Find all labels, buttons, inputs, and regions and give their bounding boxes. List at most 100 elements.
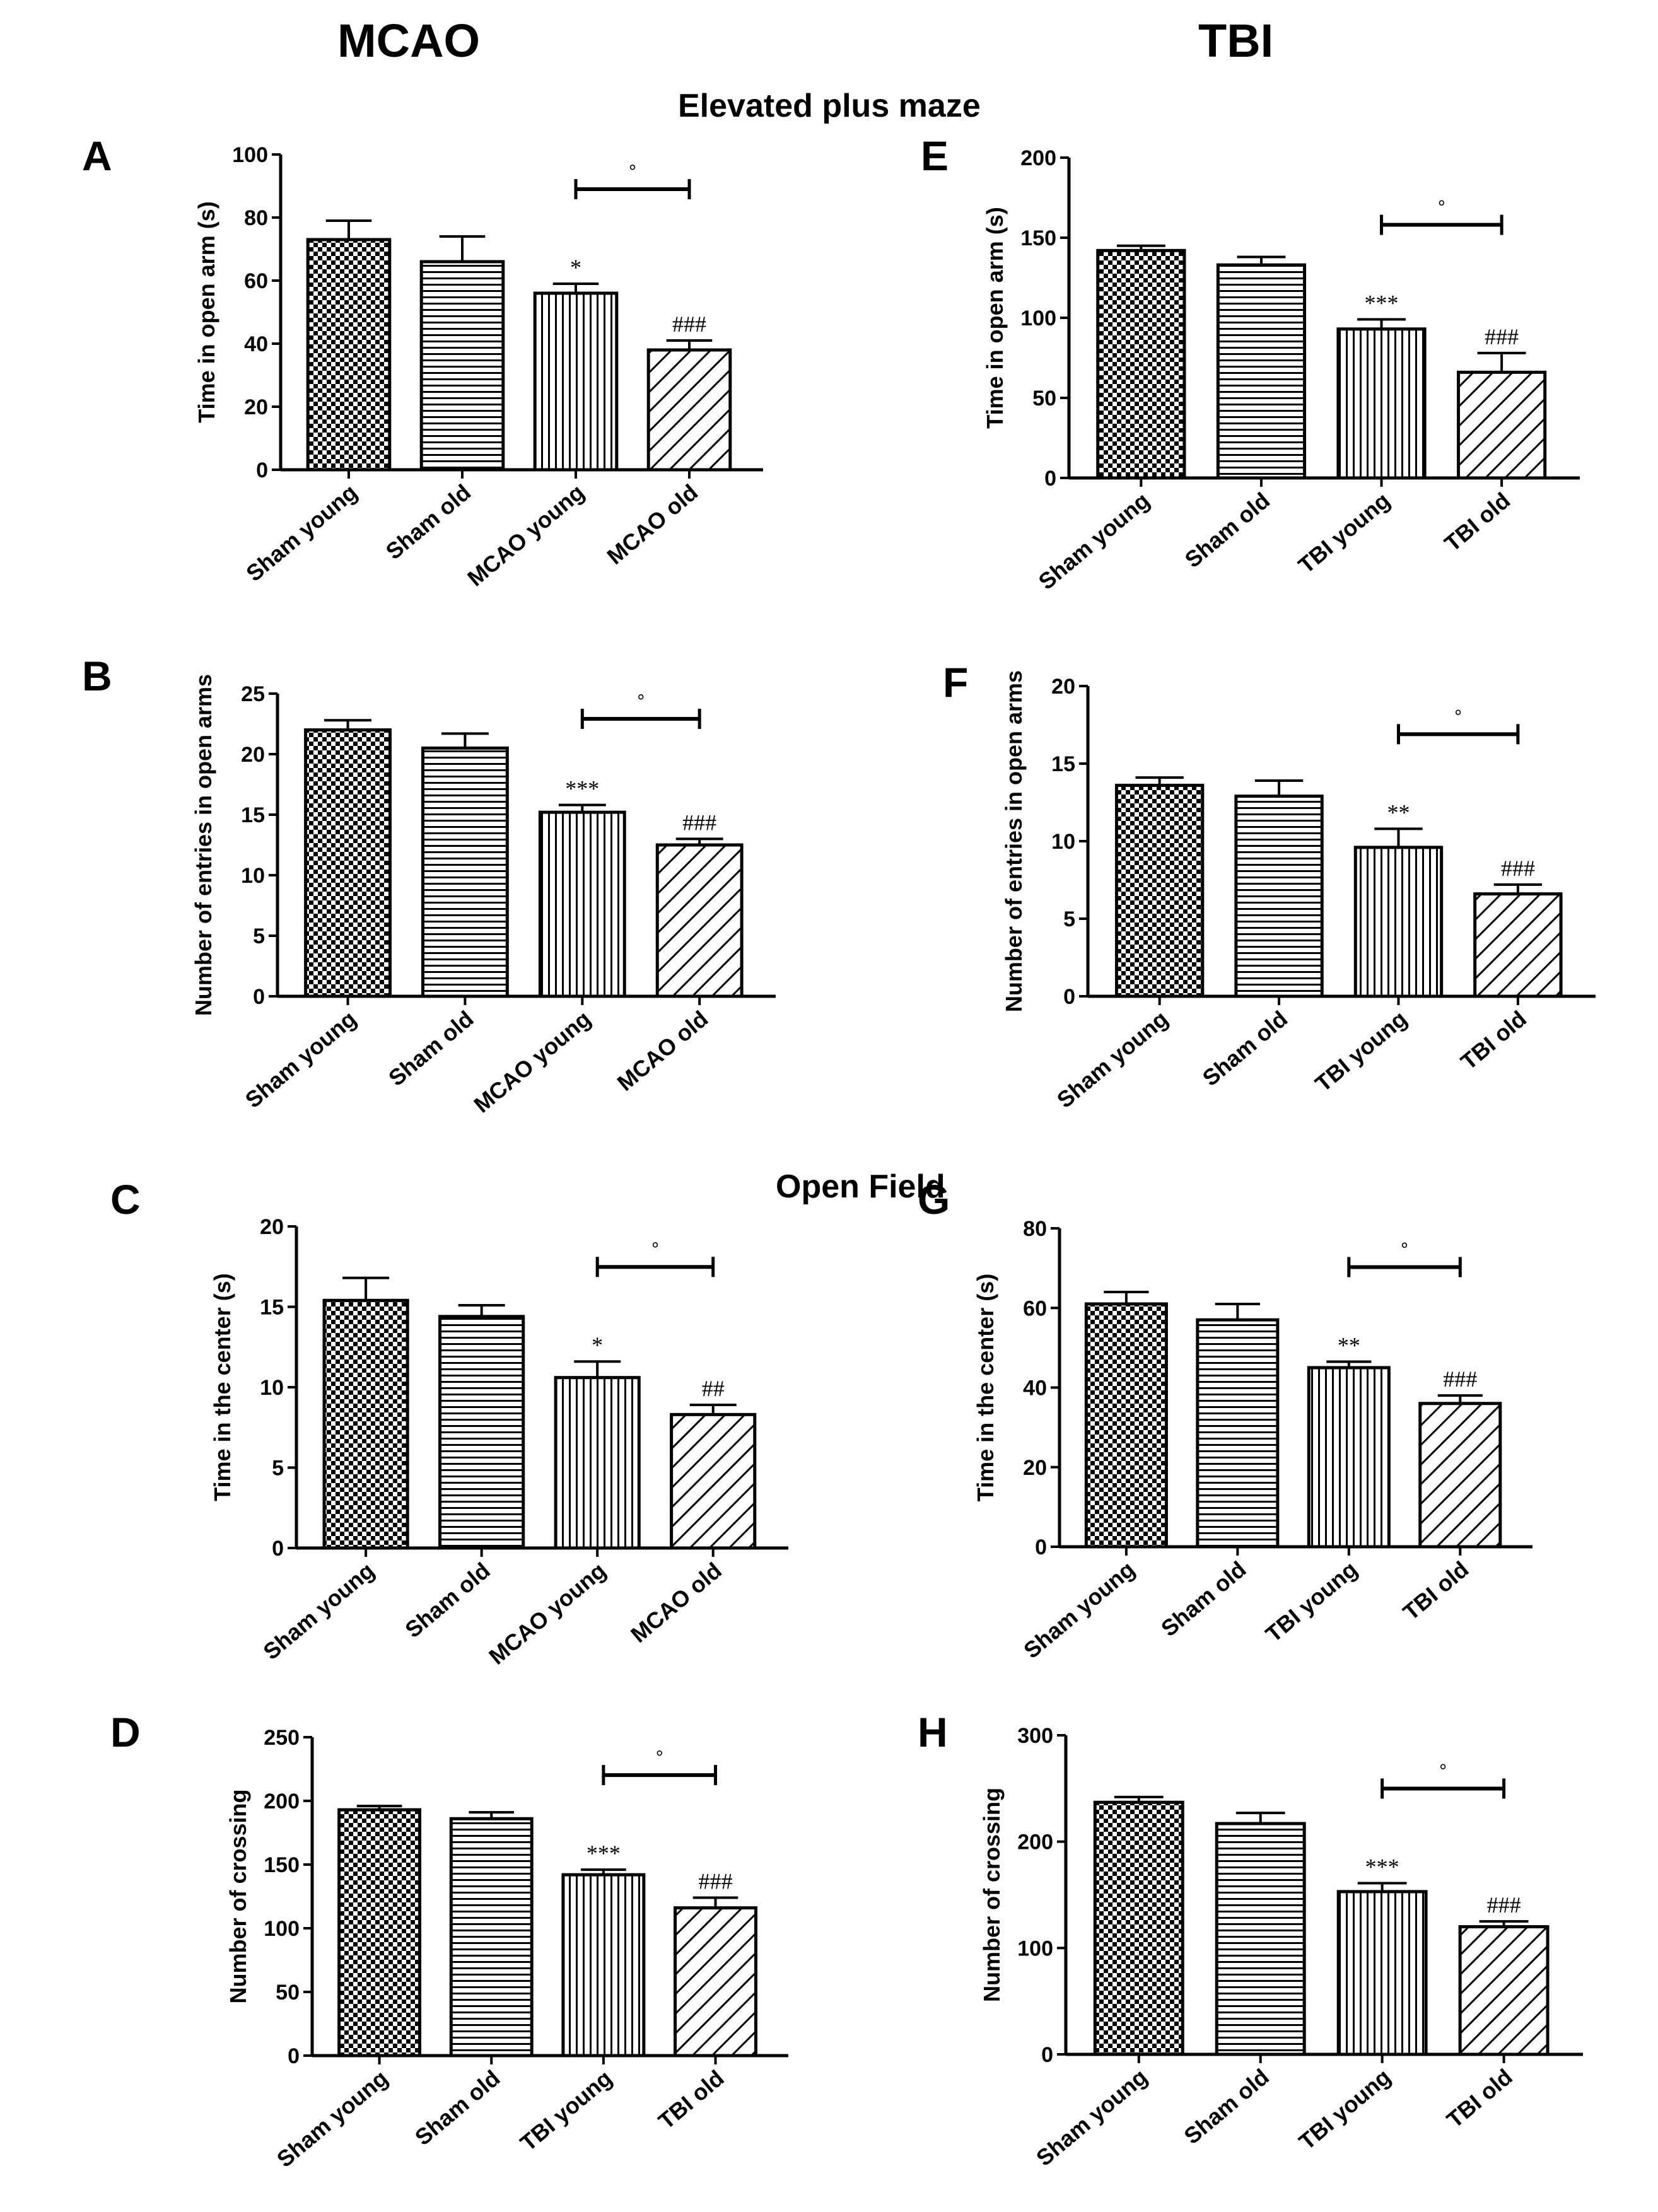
x-tick-label: TBI old <box>1398 1556 1474 1626</box>
bar-sham-old <box>421 746 509 998</box>
x-tick-label: Sham young <box>240 1006 361 1113</box>
panel-a: A 0 20 40 60 80 100 Time in open arm (s) Sham yo… <box>82 132 763 591</box>
y-tick-label: 20 <box>1023 1456 1047 1480</box>
x-tick-label: MCAO old <box>602 479 703 569</box>
x-tick-label: Sham young <box>1031 2064 1152 2171</box>
bracket-label: ° <box>1401 1239 1408 1260</box>
y-tick-label: 0 <box>253 985 265 1009</box>
panel-d: D 0 50 100 150 200 250 Number of crossing Sham y… <box>110 1709 788 2172</box>
y-axis-label: Number of entries in open arms <box>1001 670 1027 1012</box>
y-tick-label: 0 <box>288 2044 300 2068</box>
panel-f: F 0 5 10 15 20 Number of entries in open arms S… <box>943 659 1596 1113</box>
x-tick-label: Sham old <box>383 1006 478 1091</box>
x-tick-label: Sham old <box>1156 1556 1251 1642</box>
y-tick-label: 80 <box>244 206 268 230</box>
x-tick-label: Sham young <box>241 479 362 586</box>
bar-sham-young <box>1114 783 1205 998</box>
bar-tbi-young <box>1353 846 1444 998</box>
x-tick-label: Sham young <box>1052 1006 1173 1113</box>
y-tick-label: 250 <box>264 1726 300 1750</box>
x-tick-label: MCAO young <box>484 1557 610 1670</box>
panel-letter: C <box>110 1176 141 1223</box>
y-axis-label: Number of crossing <box>979 1788 1005 2002</box>
section-title-open-field: Open Field <box>776 1168 945 1205</box>
y-tick-label: 100 <box>1020 306 1056 330</box>
y-tick-label: 10 <box>1051 830 1075 854</box>
bracket-label: ° <box>1439 1761 1447 1781</box>
bar-tbi-young <box>1336 1890 1428 2056</box>
y-tick-label: 5 <box>272 1457 284 1481</box>
bar-sham-young <box>304 728 392 998</box>
y-tick-label: 60 <box>1023 1296 1047 1320</box>
y-tick-label: 20 <box>1051 675 1075 699</box>
significance-marker: *** <box>1365 291 1399 316</box>
significance-marker: * <box>592 1332 603 1358</box>
bar-tbi-young <box>1336 327 1427 480</box>
x-tick-label: MCAO old <box>612 1006 713 1096</box>
bar-tbi-young <box>1307 1366 1391 1549</box>
y-axis-label: Number of entries in open arms <box>190 674 216 1016</box>
bracket-label: ° <box>637 691 645 712</box>
bar-mcao-young <box>533 291 619 472</box>
bar-tbi-old <box>1457 370 1547 480</box>
y-tick-label: 50 <box>1032 387 1056 410</box>
bar-tbi-old <box>1418 1402 1502 1549</box>
y-axis-label: Time in open arm (s) <box>982 207 1008 428</box>
bar-sham-young <box>306 238 392 472</box>
y-tick-label: 10 <box>260 1376 284 1400</box>
x-tick-label: TBI old <box>1442 2064 1517 2133</box>
bar-sham-old <box>1216 263 1307 480</box>
bar-sham-old <box>419 260 505 472</box>
y-tick-label: 0 <box>1063 985 1075 1009</box>
bar-mcao-old <box>646 348 732 472</box>
y-axis-label: Time in open arm (s) <box>194 201 219 422</box>
significance-marker: ** <box>1338 1332 1360 1358</box>
y-tick-label: 200 <box>264 1790 300 1813</box>
column-title-tbi: TBI <box>1198 15 1274 67</box>
bar-sham-old <box>1215 1822 1306 2056</box>
significance-marker: * <box>570 255 581 280</box>
y-tick-label: 100 <box>232 143 268 167</box>
y-tick-label: 5 <box>253 924 265 948</box>
bracket-label: ° <box>656 1747 663 1768</box>
y-tick-label: 25 <box>241 682 265 706</box>
y-tick-label: 10 <box>241 864 265 888</box>
y-tick-label: 40 <box>244 332 268 356</box>
significance-marker: ### <box>1501 856 1535 881</box>
y-tick-label: 300 <box>1017 1724 1053 1748</box>
y-tick-label: 20 <box>244 395 268 419</box>
panel-h: H 0 100 200 300 Number of crossing Sham young S… <box>918 1709 1583 2171</box>
section-title-elevated-plus-maze: Elevated plus maze <box>678 88 981 124</box>
significance-marker: *** <box>565 776 599 801</box>
y-tick-label: 15 <box>260 1296 284 1320</box>
bar-sham-young <box>1093 1800 1184 2056</box>
significance-marker: *** <box>587 1841 621 1866</box>
panel-c: C 0 5 10 15 20 Time in the center (s) Sham youn… <box>110 1176 788 1670</box>
x-tick-label: Sham old <box>400 1557 494 1643</box>
x-tick-label: TBI young <box>1294 2064 1396 2155</box>
x-tick-label: MCAO young <box>462 479 589 591</box>
x-tick-label: TBI old <box>653 2065 729 2134</box>
panel-letter: H <box>918 1709 948 1755</box>
x-tick-label: Sham old <box>1198 1006 1292 1091</box>
bar-sham-old <box>438 1315 525 1550</box>
y-tick-label: 20 <box>260 1215 284 1239</box>
x-tick-label: Sham young <box>258 1557 379 1665</box>
panel-letter: A <box>82 132 112 179</box>
bar-tbi-old <box>1458 1925 1550 2056</box>
bar-mcao-young <box>554 1376 641 1550</box>
y-tick-label: 100 <box>264 1917 300 1941</box>
y-tick-label: 15 <box>1051 752 1075 776</box>
y-tick-label: 15 <box>241 803 265 827</box>
panel-e: E 0 50 100 150 200 Time in open arm (s) Sham yo… <box>921 132 1580 595</box>
panel-letter: F <box>943 659 968 706</box>
x-tick-label: Sham old <box>381 479 476 565</box>
y-axis-label: Time in the center (s) <box>972 1274 998 1501</box>
x-tick-label: TBI old <box>1456 1006 1531 1075</box>
x-tick-label: Sham young <box>1019 1556 1140 1663</box>
bar-tbi-young <box>561 1873 646 2058</box>
y-tick-label: 0 <box>1044 467 1056 491</box>
bar-sham-old <box>449 1817 534 2058</box>
bar-tbi-old <box>1473 892 1563 998</box>
bracket-label: ° <box>651 1239 659 1260</box>
